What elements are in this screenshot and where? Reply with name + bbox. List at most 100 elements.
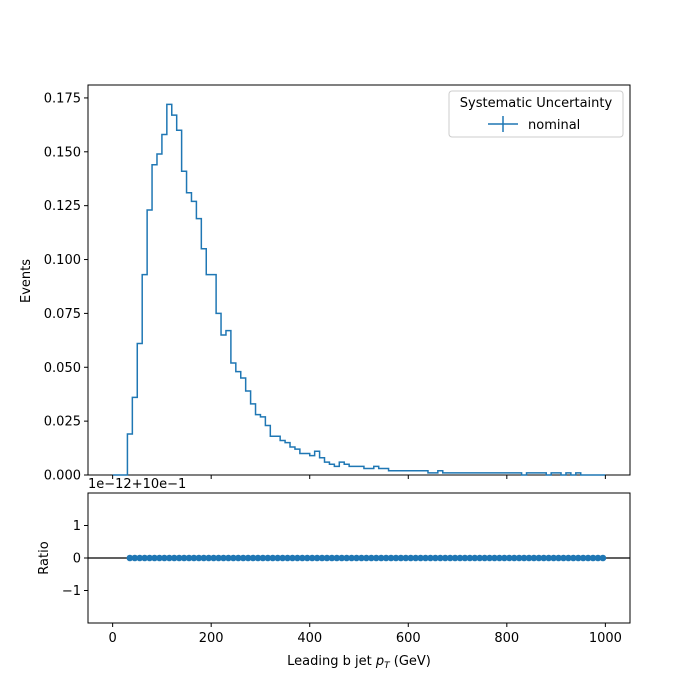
ratio-point [387,554,395,562]
ratio-point [540,554,548,562]
ratio-point [515,554,523,562]
ratio-point [244,554,252,562]
ratio-point [299,554,306,562]
ratio-point [348,554,355,562]
ratio-point [441,554,449,562]
ratio-point [402,554,410,562]
ratio-point [308,554,316,562]
ratio-point [225,554,232,562]
x-axis-title-var: p [375,654,384,669]
ratio-point [131,554,139,562]
ratio-point [545,554,552,562]
ratio-x-ticks: 0 200 400 600 800 1000 [108,623,622,646]
main-y-tick-label: 0.125 [44,199,81,214]
ratio-point [432,554,439,562]
y-axis-title-ratio: Ratio [37,541,52,574]
ratio-points [126,554,607,562]
main-y-ticks: 0.000 0.025 0.050 0.075 0.100 0.125 0.150 0.175 [44,91,88,484]
ratio-point [525,554,533,562]
ratio-point [166,554,173,562]
ratio-point [343,554,350,562]
ratio-point [303,554,311,562]
ratio-point [205,554,213,562]
ratio-point [570,554,577,562]
ratio-point [318,554,326,562]
ratio-point [481,554,488,562]
ratio-point [535,554,543,562]
nominal-histogram-line [112,103,606,476]
ratio-point [550,554,557,562]
main-y-tick-label: 0.175 [44,91,81,106]
ratio-point [594,554,602,562]
ratio-point [491,554,498,562]
ratio-point [269,554,277,562]
ratio-point [574,554,582,562]
ratio-point [486,554,493,562]
ratio-point [599,554,607,562]
main-x-ticks [112,475,606,479]
main-y-tick-label: 0.150 [44,145,81,160]
ratio-point [220,554,227,562]
ratio-point [589,554,597,562]
ratio-y-tick-label: −1 [62,584,81,599]
x-tick-label: 600 [396,631,421,646]
ratio-point [392,554,400,562]
ratio-y-tick-label: 1 [73,519,81,534]
ratio-point [466,554,474,562]
ratio-y-tick-label: 0 [73,552,81,567]
main-y-tick-label: 0.025 [44,415,81,430]
ratio-point [313,554,321,562]
x-axis-title-unit: (GeV) [390,654,431,669]
ratio-point [274,554,282,562]
ratio-point [264,554,272,562]
y-axis-title-events: Events [19,259,34,303]
main-y-tick-label: 0.000 [44,469,81,484]
main-y-tick-label: 0.075 [44,307,81,322]
ratio-point [239,554,247,562]
ratio-point [520,554,528,562]
x-tick-label: 200 [199,631,224,646]
ratio-point [200,554,208,562]
ratio-point [185,554,193,562]
ratio-point [156,554,163,562]
ratio-point [259,554,267,562]
ratio-point [530,554,538,562]
ratio-point [151,554,158,562]
legend-entry-nominal: nominal [528,118,580,133]
main-y-tick-label: 0.100 [44,253,81,268]
ratio-point [170,554,178,562]
main-plot-frame [87,84,631,476]
ratio-point [254,554,262,562]
ratio-point [565,554,572,562]
ratio-point [126,554,134,562]
ratio-offset-text: 1e−12+10e−1 [88,477,186,492]
ratio-point [180,554,188,562]
legend-title: Systematic Uncertainty [460,96,613,111]
ratio-point [496,554,503,562]
ratio-point [234,554,242,562]
ratio-point [136,554,144,562]
x-axis-title-text: Leading b jet [287,654,376,669]
ratio-point [338,554,346,562]
ratio-point [427,554,434,562]
ratio-point [397,554,405,562]
legend: Systematic Uncertainty nominal [448,90,624,138]
x-tick-label: 800 [494,631,519,646]
ratio-point [363,554,370,562]
x-tick-label: 0 [108,631,116,646]
ratio-point [407,554,415,562]
main-histogram-panel: 0.000 0.025 0.050 0.075 0.100 0.125 0.150 0.175… [19,84,631,484]
main-y-tick-label: 0.050 [44,361,81,376]
x-tick-label: 400 [297,631,322,646]
ratio-point [505,554,513,562]
x-axis-title: Leading b jet pT (GeV) [287,654,431,671]
ratio-point [456,554,464,562]
ratio-point [353,554,360,562]
ratio-y-ticks: −1 0 1 [62,519,88,599]
ratio-point [446,554,454,562]
ratio-point [560,554,567,562]
ratio-point [555,554,562,562]
ratio-point [146,554,153,562]
ratio-point [249,554,257,562]
